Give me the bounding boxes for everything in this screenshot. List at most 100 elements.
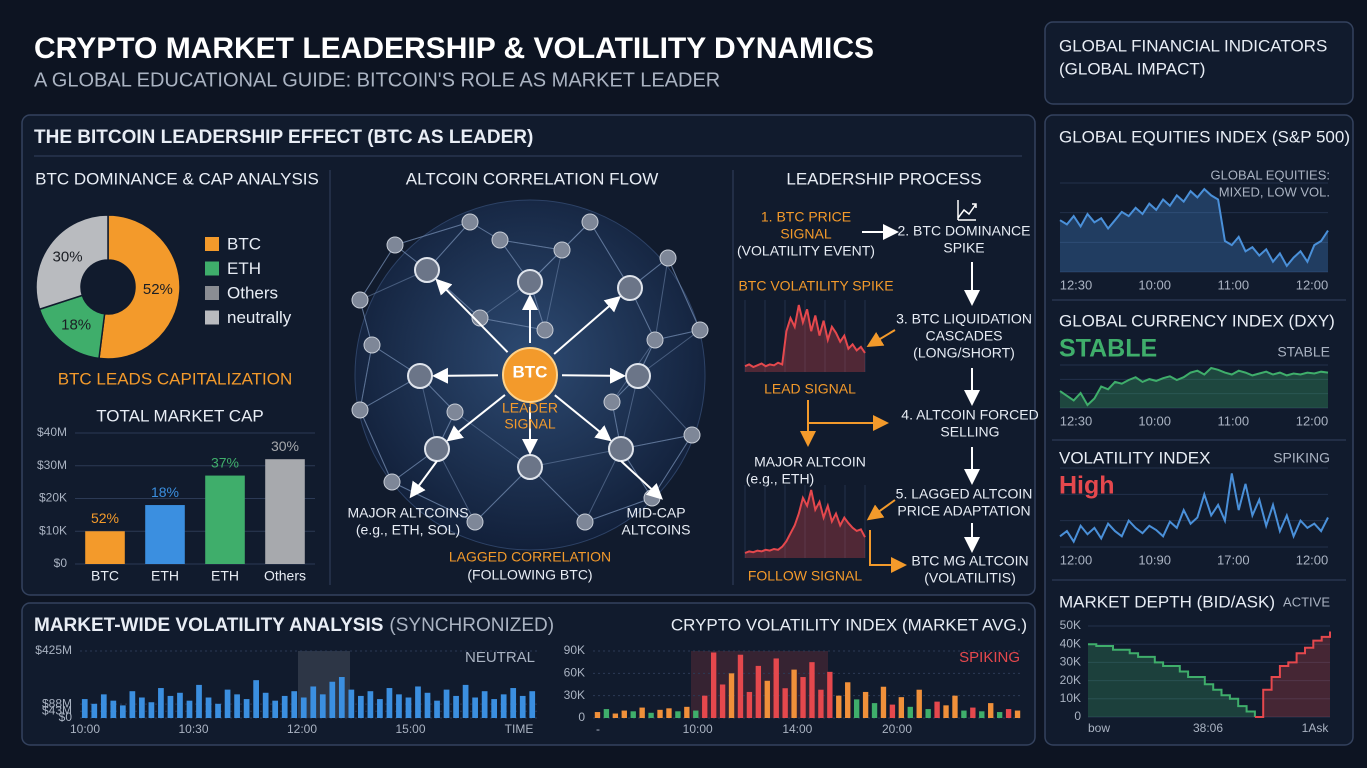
network-link (654, 257, 669, 341)
legend-label: ETH (227, 259, 261, 278)
x-tick-label: 11:00 (1218, 413, 1250, 428)
chart-title-suffix: (SYNCHRONIZED) (389, 615, 554, 636)
bar (702, 695, 708, 718)
process-step: SELLING (940, 424, 999, 440)
bar (453, 695, 459, 718)
legend-swatch (205, 261, 219, 276)
y-tick-label: $425M (35, 643, 72, 657)
x-tick-label: 10:90 (1138, 552, 1171, 567)
bar (300, 697, 307, 718)
bar (100, 694, 107, 718)
page-title: CRYPTO MARKET LEADERSHIP & VOLATILITY DY… (34, 32, 874, 65)
bar (234, 694, 240, 718)
y-tick-label: 20K (1060, 673, 1081, 687)
network-node (471, 309, 489, 327)
network-node (536, 321, 554, 339)
chart-title: MARKET-WIDE VOLATILITY ANALYSIS (34, 615, 383, 636)
arrow (866, 329, 896, 348)
x-tick-label: 10:00 (1138, 413, 1171, 428)
arrow (866, 499, 896, 521)
depth-area (1088, 644, 1255, 717)
chart-title: CRYPTO VOLATILITY INDEX (MARKET AVG.) (671, 615, 1027, 634)
y-tick-label: $0 (59, 710, 73, 724)
network-node (659, 249, 677, 267)
network-node (363, 336, 381, 354)
process-step: PRICE ADAPTATION (897, 503, 1030, 519)
network-node (446, 403, 464, 421)
arrow (554, 394, 612, 442)
network-node (646, 331, 664, 349)
bar (889, 704, 896, 718)
status: STABLE (1059, 335, 1157, 363)
y-tick-label: $30M (37, 458, 67, 472)
bar (800, 677, 806, 718)
flow-label: (FOLLOWING BTC) (467, 567, 592, 583)
y-tick-label: $0 (54, 556, 68, 570)
arrow (620, 460, 663, 500)
y-tick-label: $20K (39, 491, 67, 505)
bar (529, 691, 536, 718)
bar (281, 695, 288, 718)
altcoin-node (617, 275, 643, 301)
arrow (431, 367, 499, 384)
bar (129, 691, 136, 718)
legend-label: neutrally (227, 308, 292, 327)
bar (139, 697, 145, 718)
arrow (446, 394, 506, 442)
process-step: SIGNAL (780, 226, 832, 242)
bar (119, 705, 126, 718)
bar (205, 697, 212, 718)
area (1060, 189, 1328, 272)
process-step: 1. BTC PRICE (761, 209, 851, 225)
bar (91, 703, 98, 718)
bar (434, 700, 440, 718)
bar-annotation: 52% (91, 510, 119, 526)
process-step: (LONG/SHORT) (913, 345, 1015, 361)
x-tick-label: - (596, 722, 600, 736)
note: NEUTRAL (465, 649, 535, 666)
y-tick-label: $10K (39, 523, 67, 537)
bar (272, 700, 279, 718)
bar (443, 689, 450, 718)
annotation: BTC LEADS CAPITALIZATION (58, 369, 293, 388)
bar (621, 710, 627, 718)
bar (262, 692, 269, 718)
process-step: SPIKE (943, 240, 984, 256)
bar (773, 658, 779, 718)
flow-label: MID-CAP (626, 505, 685, 521)
process-step: (VOLATILITIS) (924, 570, 1016, 586)
bar (81, 699, 88, 718)
bar (167, 695, 174, 718)
chart-subtitle: (e.g., ETH) (746, 471, 814, 487)
area (1060, 368, 1328, 408)
x-tick-label: ETH (211, 568, 239, 584)
arrow (409, 460, 438, 499)
network-link (359, 244, 396, 301)
x-tick-label: 10:00 (1138, 277, 1171, 292)
signal-label: LEAD SIGNAL (764, 381, 856, 397)
x-tick-label: 12:30 (1060, 413, 1093, 428)
bar (853, 699, 860, 718)
bar (110, 700, 117, 718)
altcoin-node (608, 436, 634, 462)
bar-annotation: 30% (271, 438, 299, 454)
legend-label: BTC (227, 234, 261, 253)
bar (675, 711, 681, 718)
y-tick-label: 60K (564, 666, 585, 680)
altcoin-node (517, 269, 543, 295)
bar (764, 680, 770, 718)
process-step: 3. BTC LIQUIDATION (896, 311, 1032, 327)
x-tick-label: Others (264, 568, 306, 584)
y-tick-label: 30K (564, 688, 585, 702)
network-link (359, 409, 393, 483)
slice-label: 30% (53, 249, 83, 266)
bar (782, 688, 788, 718)
bar (943, 705, 949, 718)
bar (934, 701, 940, 718)
bar (630, 711, 636, 718)
network-node (581, 213, 599, 231)
depth-area (1254, 631, 1330, 717)
bar (481, 691, 488, 718)
note: ACTIVE (1283, 594, 1330, 609)
bar (979, 711, 985, 718)
